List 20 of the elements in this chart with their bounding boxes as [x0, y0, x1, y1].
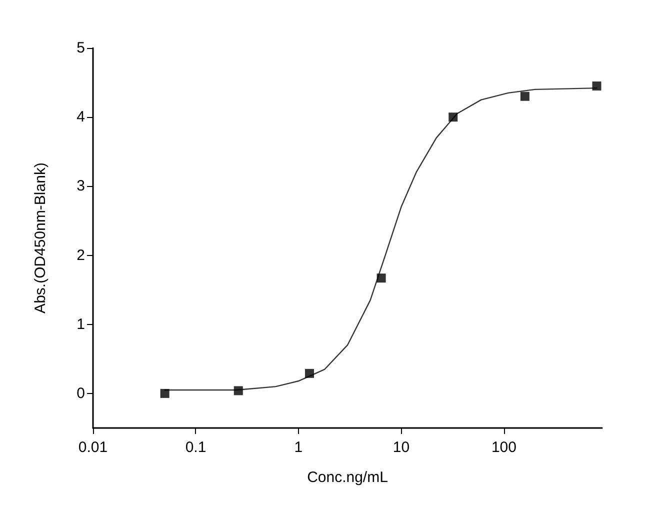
y-tick-label: 2	[76, 246, 85, 264]
y-tick-label: 3	[76, 178, 85, 195]
x-tick-label: 0.1	[185, 439, 206, 456]
point	[160, 388, 170, 398]
point	[592, 82, 602, 90]
x-tick-label: 100	[491, 439, 516, 456]
x-tick-label: 1	[294, 439, 303, 456]
y-axis-title: Abs.(OD450nm-Blank)	[32, 162, 49, 314]
point	[520, 92, 530, 101]
point	[376, 274, 386, 283]
x-tick-label: 0.01	[78, 439, 108, 456]
y-tick-label: 4	[76, 108, 85, 126]
y-tick-label: 1	[76, 316, 85, 333]
y-tick-label: 5	[76, 40, 85, 56]
x-axis-title: Conc.ng/mL	[307, 469, 388, 486]
point	[304, 368, 314, 378]
x-tick-label: 10	[392, 439, 410, 456]
y-tick-label: 0	[76, 384, 85, 402]
point	[448, 112, 458, 122]
point	[234, 386, 243, 396]
